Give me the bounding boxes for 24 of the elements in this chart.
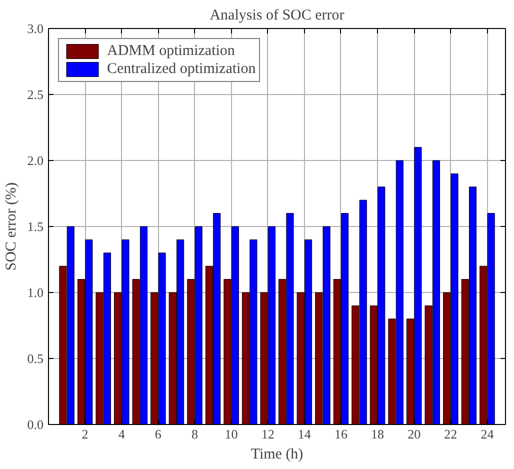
x-tick-label: 12 [261, 426, 274, 442]
y-tick-label: 3.0 [27, 21, 44, 36]
x-tick-label: 24 [480, 426, 494, 442]
x-tick-label: 18 [371, 426, 384, 442]
chart-title: Analysis of SOC error [210, 8, 344, 24]
y-axis-title: SOC error (%) [3, 182, 20, 271]
y-tick-label: 0.5 [27, 351, 44, 366]
y-tick-label: 1.0 [27, 285, 44, 300]
y-tick-label: 1.5 [27, 219, 44, 234]
legend-label: ADMM optimization [107, 42, 235, 60]
x-axis-title: Time (h) [250, 446, 304, 462]
x-tick-label: 6 [154, 426, 162, 442]
y-tick-label: 2.5 [27, 87, 44, 102]
x-tick-label: 20 [408, 426, 421, 442]
x-tick-label: 2 [82, 426, 88, 442]
x-tick-label: 10 [224, 426, 238, 442]
y-tick-label: 0.0 [27, 417, 44, 432]
x-tick-label: 8 [191, 426, 198, 442]
x-tick-label: 16 [334, 426, 348, 442]
x-tick-label: 4 [118, 426, 126, 442]
y-tick-label: 2.0 [27, 153, 44, 168]
x-tick-label: 14 [298, 426, 312, 442]
x-tick-label: 22 [444, 426, 458, 442]
legend-label: Centralized optimization [107, 60, 256, 78]
